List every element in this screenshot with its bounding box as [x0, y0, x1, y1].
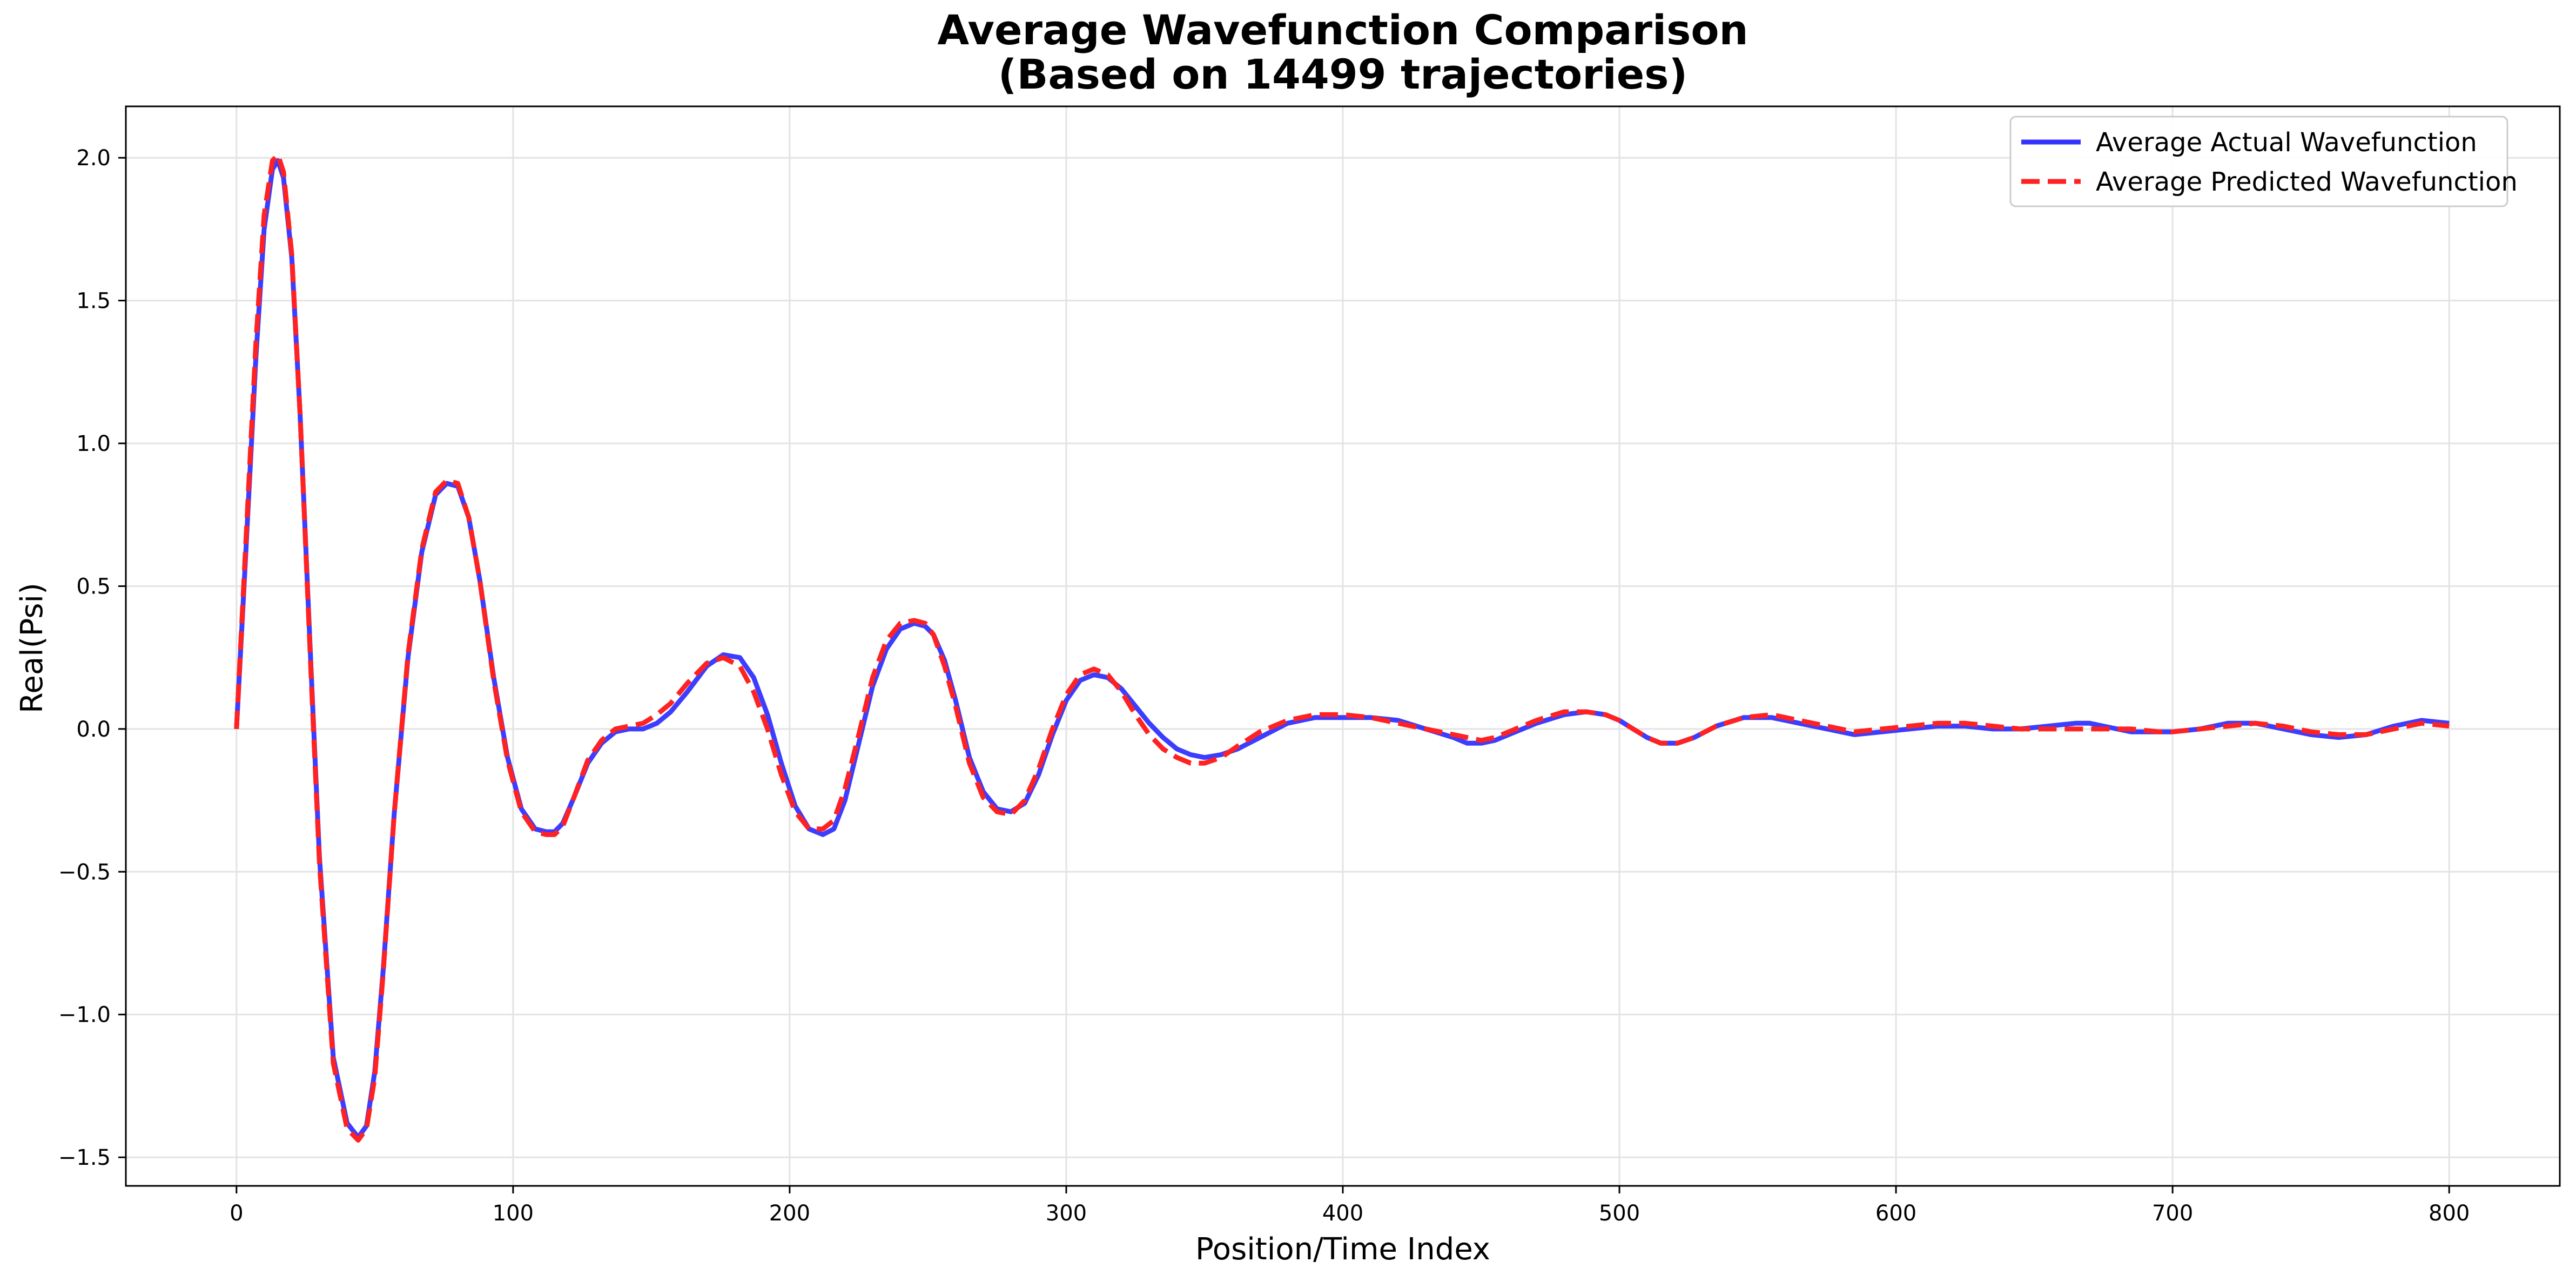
tick-marks: 0 100 200 300 400 500 600 700 800 −1.5 −1.0 −0.5 0.0… — [58, 146, 2470, 1226]
y-tick-label-7: 2.0 — [76, 146, 111, 171]
x-tick-label-6: 600 — [1875, 1201, 1916, 1226]
x-tick-label-0: 0 — [230, 1201, 243, 1226]
y-axis-label: Real(Psi) — [15, 583, 50, 713]
y-tick-label-0: −1.5 — [58, 1145, 111, 1170]
series-lines — [234, 152, 2450, 1143]
y-tick-label-1: −1.0 — [58, 1003, 111, 1028]
legend: Average Actual Wavefunction Average Pred… — [2009, 116, 2518, 207]
x-tick-label-3: 300 — [1046, 1201, 1087, 1226]
series-line-1 — [234, 152, 2450, 1143]
chart-title: Average Wavefunction Comparison — [937, 6, 1748, 54]
x-tick-label-2: 200 — [769, 1201, 810, 1226]
x-tick-label-4: 400 — [1322, 1201, 1363, 1226]
x-tick-label-8: 800 — [2429, 1201, 2470, 1226]
y-tick-label-6: 1.5 — [76, 289, 111, 314]
legend-label-predicted: Average Predicted Wavefunction — [2096, 167, 2518, 197]
legend-label-actual: Average Actual Wavefunction — [2096, 127, 2477, 158]
y-tick-label-2: −0.5 — [58, 860, 111, 885]
grid-lines — [126, 106, 2560, 1186]
y-tick-label-4: 0.5 — [76, 574, 111, 599]
x-tick-label-5: 500 — [1599, 1201, 1640, 1226]
y-tick-label-3: 0.0 — [76, 717, 111, 742]
legend-box — [2009, 116, 2508, 207]
y-tick-label-5: 1.0 — [76, 431, 111, 456]
x-tick-label-1: 100 — [493, 1201, 534, 1226]
chart-subtitle: (Based on 14499 trajectories) — [998, 50, 1688, 98]
x-tick-label-7: 700 — [2152, 1201, 2193, 1226]
x-axis-label: Position/Time Index — [1195, 1232, 1490, 1267]
